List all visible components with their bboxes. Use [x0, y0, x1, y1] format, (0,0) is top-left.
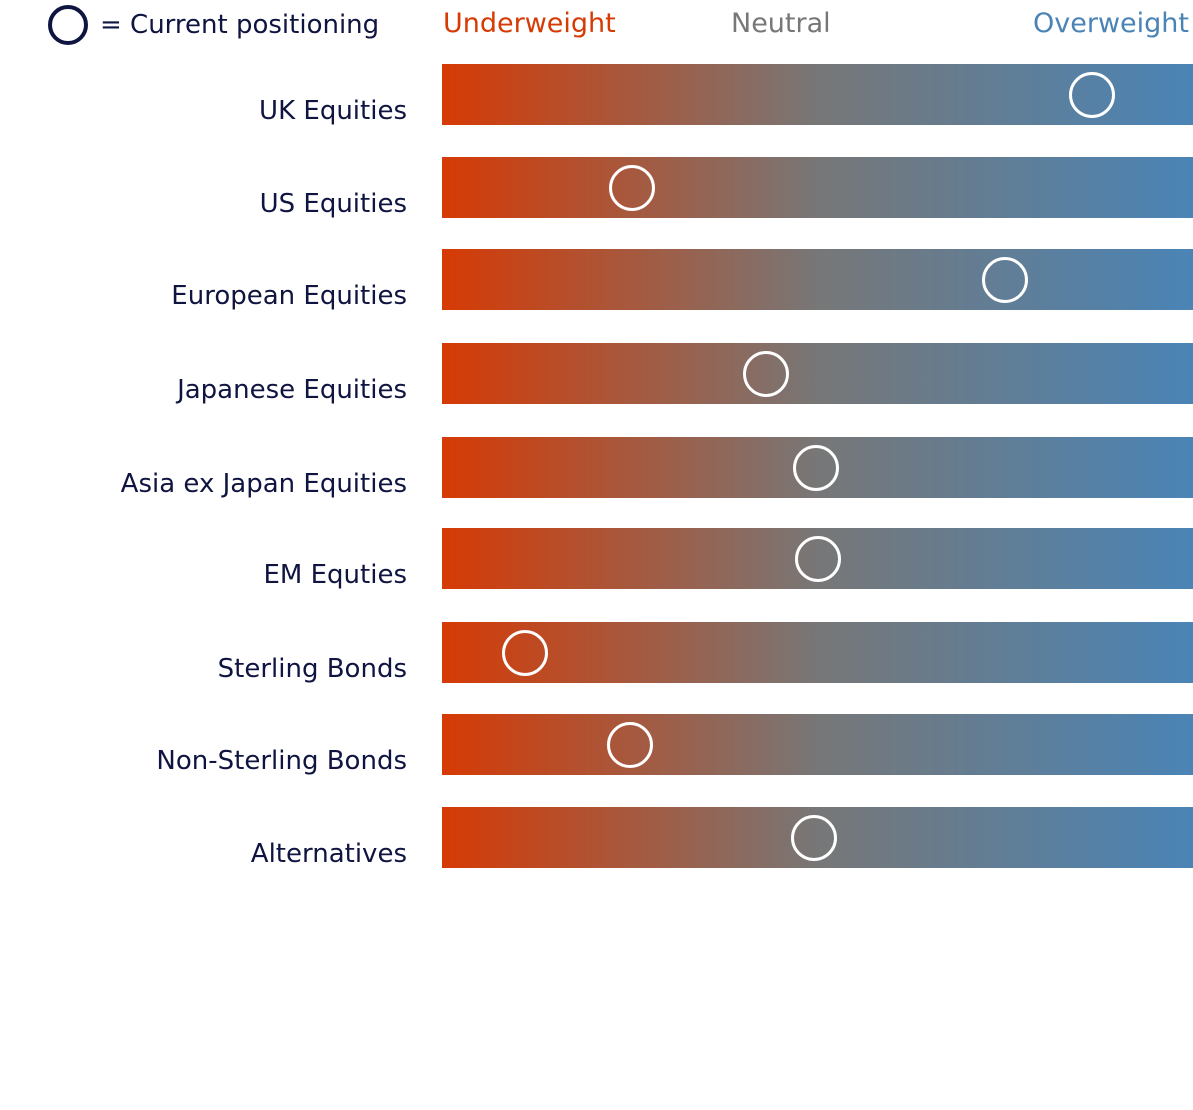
- position-marker: [794, 535, 841, 582]
- position-marker: [792, 444, 839, 491]
- positioning-bar: [442, 249, 1193, 310]
- legend: = Current positioning: [48, 2, 379, 48]
- legend-label: = Current positioning: [100, 10, 380, 40]
- scale-label-underweight: Underweight: [443, 8, 616, 39]
- positioning-bar: [442, 343, 1193, 404]
- position-marker: [501, 629, 548, 676]
- positioning-bar: [442, 807, 1193, 868]
- positioning-bar: [442, 157, 1193, 218]
- row-label: EM Equties: [263, 560, 408, 590]
- position-marker: [1069, 71, 1116, 118]
- row-label: Alternatives: [250, 839, 407, 869]
- row-label: Asia ex Japan Equities: [120, 469, 407, 499]
- positioning-bar: [442, 528, 1193, 589]
- position-marker: [742, 350, 789, 397]
- row-label: UK Equities: [259, 96, 407, 126]
- positioning-bar: [442, 64, 1193, 125]
- row-label: Sterling Bonds: [217, 654, 407, 684]
- position-marker: [982, 256, 1029, 303]
- position-marker: [790, 814, 837, 861]
- positioning-bar: [442, 714, 1193, 775]
- scale-label-neutral: Neutral: [731, 8, 831, 39]
- row-label: Non-Sterling Bonds: [156, 746, 407, 776]
- row-label: Japanese Equities: [177, 375, 407, 405]
- positioning-bar: [442, 437, 1193, 498]
- row-label: European Equities: [171, 281, 407, 311]
- row-label: US Equities: [259, 189, 407, 219]
- position-marker: [606, 721, 653, 768]
- position-marker: [609, 164, 655, 211]
- legend-circle-icon: [48, 5, 88, 45]
- scale-label-overweight: Overweight: [1033, 8, 1189, 39]
- positioning-bar: [442, 622, 1193, 683]
